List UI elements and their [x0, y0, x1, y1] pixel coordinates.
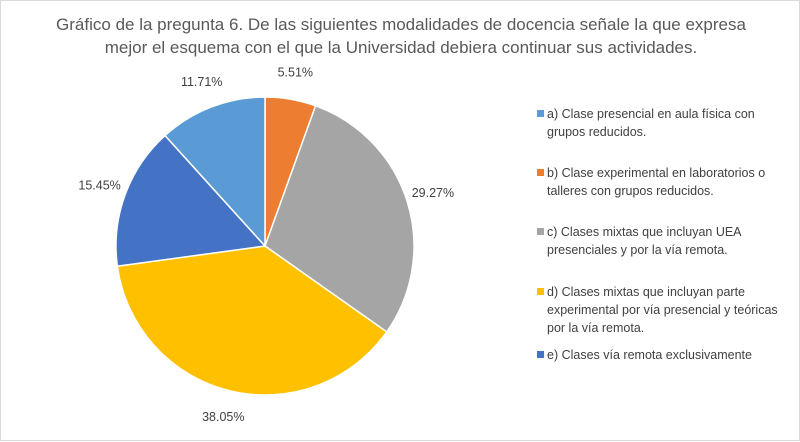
legend-swatch: [537, 110, 544, 117]
data-label-e: 15.45%: [78, 179, 120, 193]
legend-swatch: [537, 228, 544, 235]
legend-label-line: talleres con grupos reducidos.: [547, 184, 714, 198]
legend-swatch: [537, 288, 544, 295]
legend-label: a) Clase presencial en aula física con gr…: [547, 105, 787, 141]
legend-label-line: b) Clase experimental en laboratorios o: [547, 166, 766, 180]
chart-title-line-1: Gráfico de la pregunta 6. De las siguien…: [56, 15, 746, 34]
pie-slice-a: [163, 96, 266, 248]
data-label-d: 38.05%: [202, 410, 244, 424]
legend-label-line: d) Clases mixtas que incluyan parte: [547, 285, 746, 299]
legend-label: b) Clase experimental en laboratorios o t…: [547, 164, 787, 200]
chart-title: Gráfico de la pregunta 6. De las siguien…: [41, 13, 761, 59]
legend-label-line: experimental por vía presencial y teóric…: [547, 303, 778, 317]
legend-label-line: grupos reducidos.: [547, 125, 647, 139]
legend-label-line: por la vía remota.: [547, 321, 645, 335]
legend-label-line: presenciales y por la vía remota.: [547, 243, 728, 257]
chart-title-line-2: mejor el esquema con el que la Universid…: [104, 38, 698, 57]
legend-label: d) Clases mixtas que incluyan parte exper…: [547, 283, 787, 337]
data-label-a: 11.71%: [181, 75, 222, 89]
pie-slice-e: [115, 134, 267, 268]
data-label-b: 5.51%: [278, 66, 313, 80]
legend-label-line: a) Clase presencial en aula física con: [547, 107, 755, 121]
legend-label-line: e) Clases vía remota exclusivamente: [547, 348, 752, 362]
pie-slice-c: [264, 104, 415, 333]
legend-swatch: [537, 351, 544, 358]
data-label-c: 29.27%: [412, 186, 454, 200]
legend-label: e) Clases vía remota exclusivamente: [547, 346, 787, 364]
legend-label-line: c) Clases mixtas que incluyan UEA: [547, 225, 742, 239]
pie-slice-d: [116, 245, 388, 396]
legend-swatch: [537, 169, 544, 176]
legend-label: c) Clases mixtas que incluyan UEA presenc…: [547, 223, 787, 259]
